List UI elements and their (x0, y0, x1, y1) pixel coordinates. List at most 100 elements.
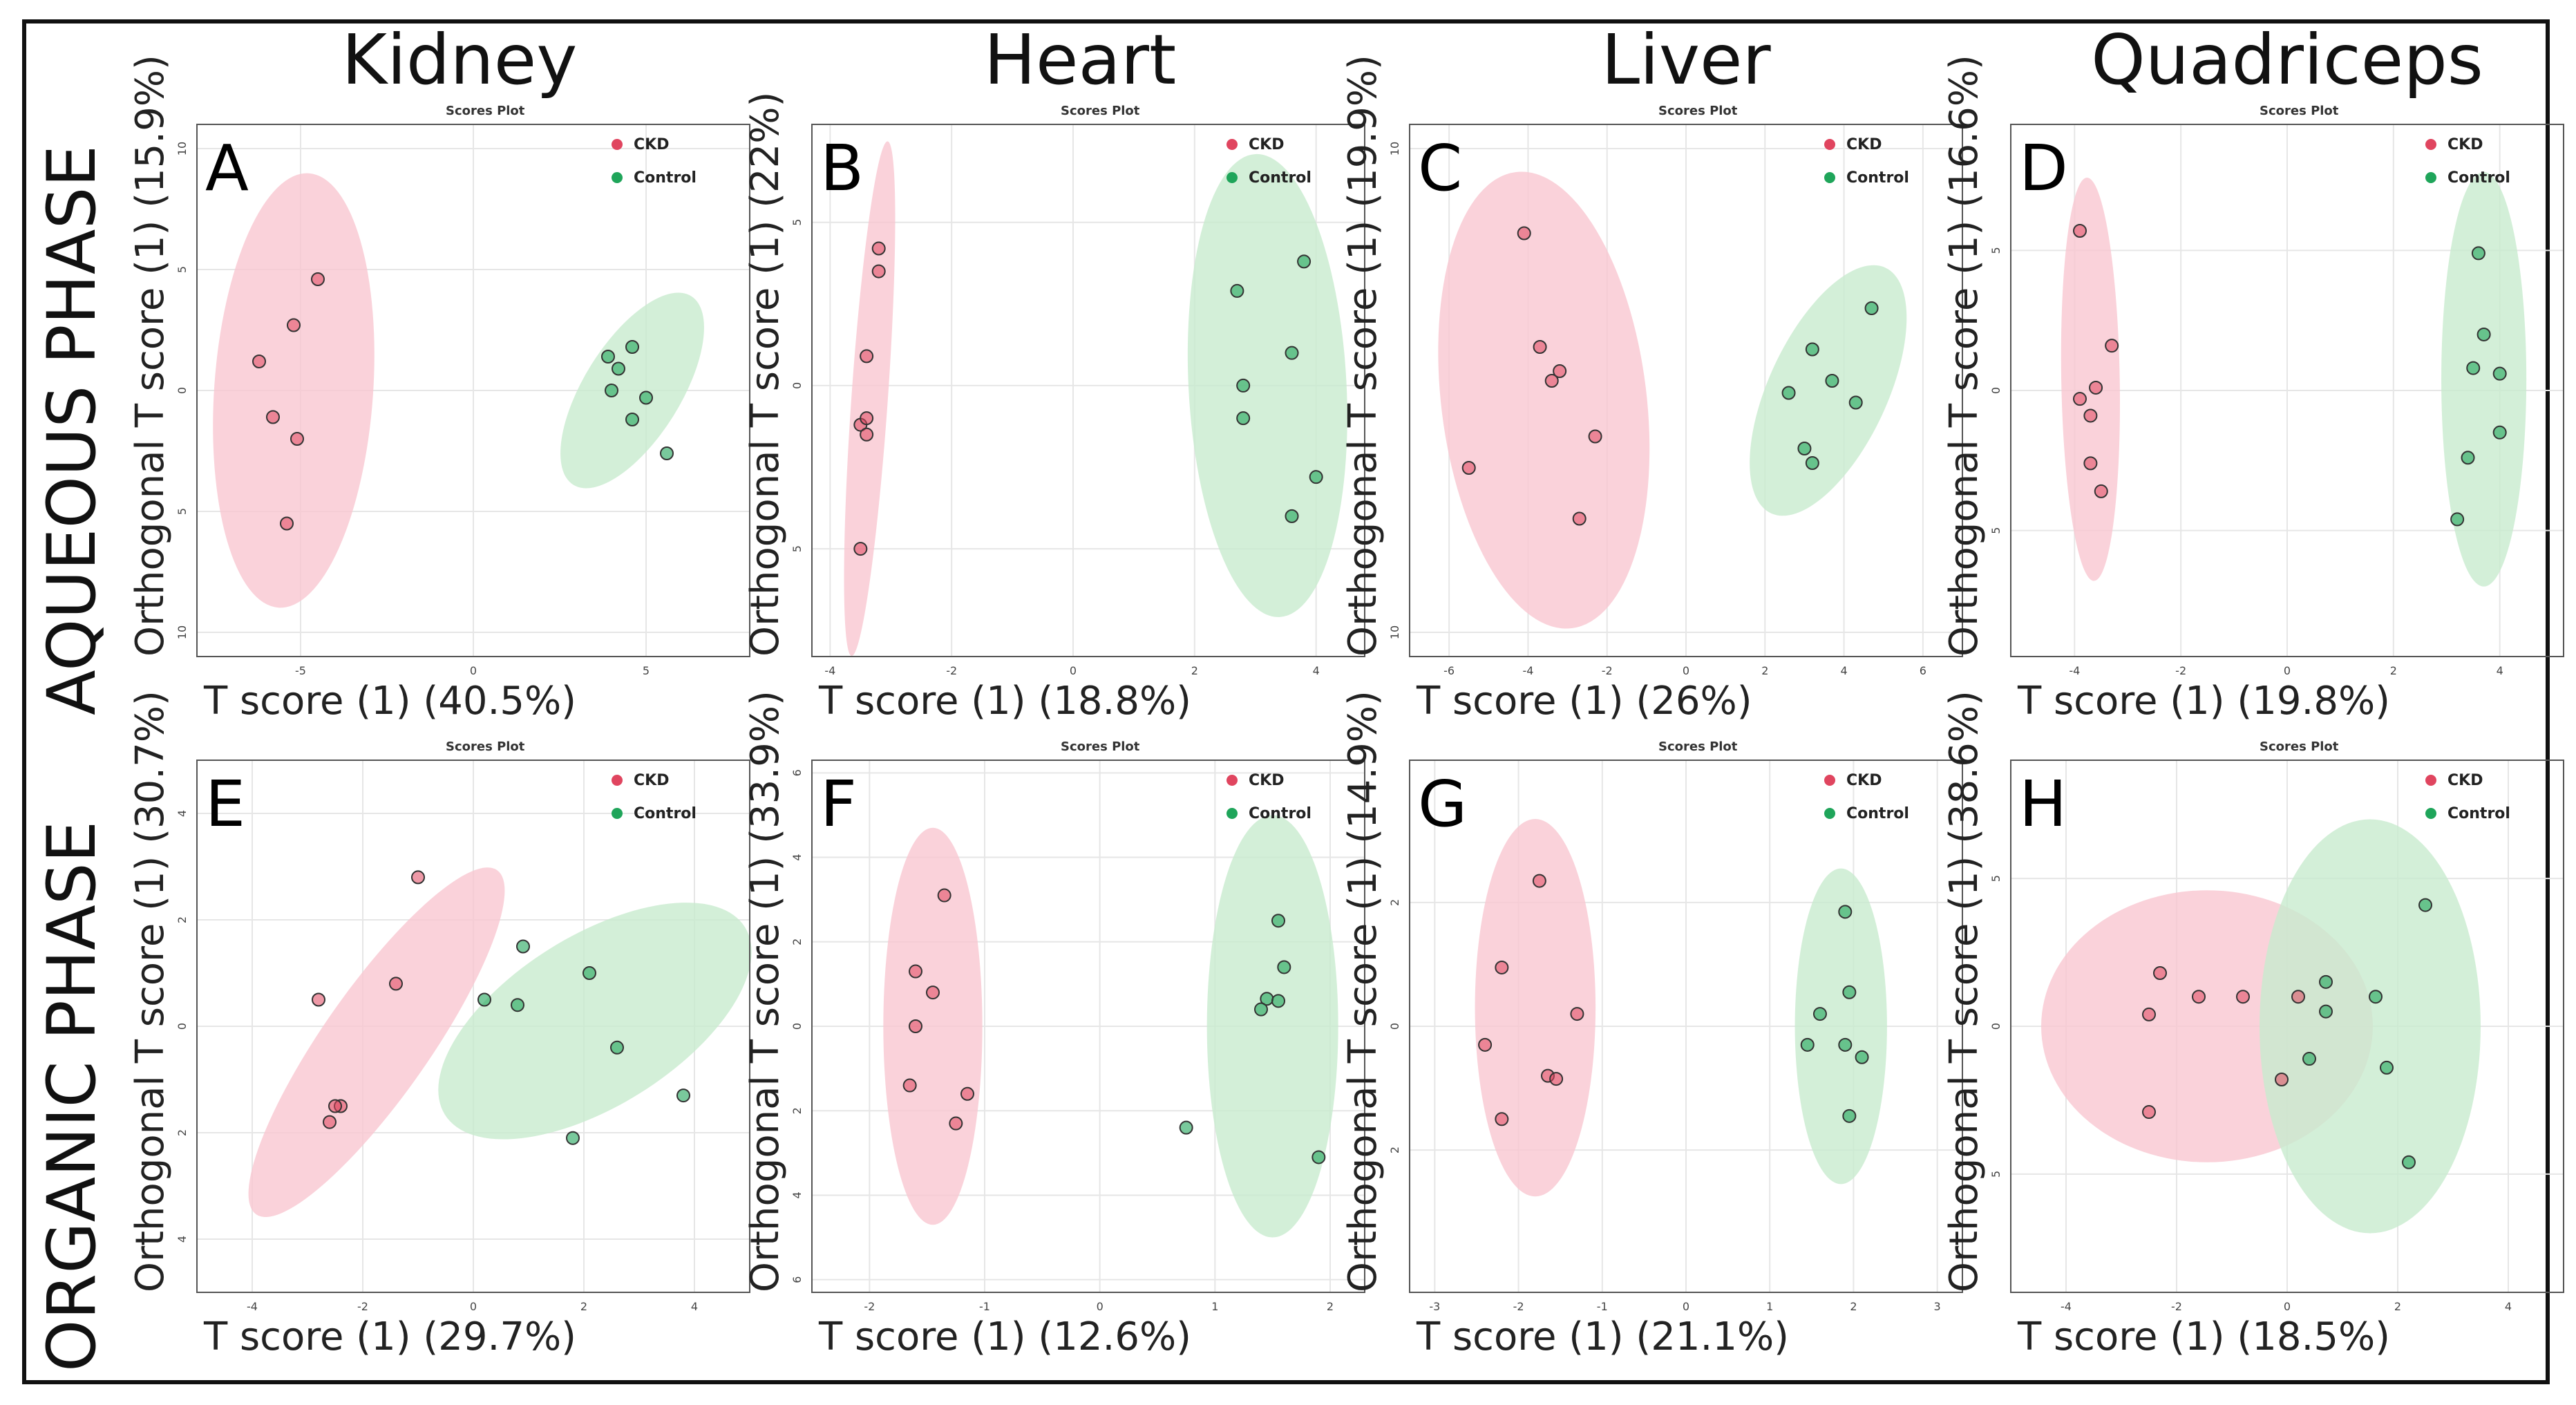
legend-marker-control (612, 808, 623, 819)
y-axis-label: Orthogonal T score (1) (38.6%) (1942, 690, 1987, 1292)
data-point-ckd (323, 1115, 337, 1129)
x-tick-label: 4 (1313, 664, 1320, 677)
data-point-ckd (1588, 429, 1602, 444)
data-point-ckd (949, 1116, 963, 1131)
x-tick-label: -4 (1522, 664, 1533, 677)
data-point-control (2402, 1155, 2416, 1169)
x-tick-label: 6 (1920, 664, 1926, 677)
y-axis-label: Orthogonal T score (1) (15.9%) (128, 55, 173, 657)
data-point-ckd (2236, 990, 2250, 1004)
scores-plot-h: -4 -2 0 2 4 5 0 5 (1989, 760, 2564, 1313)
column-title-heart: Heart (983, 19, 1177, 100)
x-tick-label: 2 (2394, 1300, 2401, 1313)
legend-item-control: Control (1824, 797, 1909, 830)
data-point-control (2380, 1060, 2394, 1075)
data-point-ckd (902, 1078, 917, 1093)
x-tick-label: 1 (1766, 1300, 1773, 1313)
x-tick-label: -3 (1429, 1300, 1440, 1313)
plot-area-border (1409, 760, 1963, 1293)
legend-item-ckd: CKD (1227, 764, 1311, 797)
x-axis-label: T score (1) (29.7%) (204, 1314, 576, 1359)
confidence-ellipse-control (1187, 153, 1347, 617)
confidence-ellipse-control (1750, 265, 1907, 516)
data-point-control (660, 446, 674, 460)
y-tick-label: 5 (790, 219, 804, 226)
plot-title: Scores Plot (1061, 104, 1140, 118)
x-axis-label: T score (1) (18.5%) (2018, 1314, 2390, 1359)
x-axis-label: T score (1) (21.1%) (1417, 1314, 1789, 1359)
data-point-ckd (287, 318, 301, 332)
data-point-ckd (1572, 511, 1587, 526)
panel-letter: B (820, 131, 864, 205)
y-axis-label: Orthogonal T score (1) (22%) (743, 91, 788, 657)
y-tick-label: 0 (176, 1023, 189, 1030)
x-tick-label: 0 (2284, 664, 2291, 677)
panel-letter: H (2019, 767, 2067, 841)
y-axis-label: Orthogonal T score (1) (30.7%) (128, 690, 173, 1292)
legend-marker-ckd (1227, 775, 1238, 786)
plot-title: Scores Plot (1658, 104, 1738, 118)
data-point-ckd (2083, 456, 2098, 471)
legend-label-control: Control (634, 169, 697, 187)
x-tick-label: 4 (2505, 1300, 2512, 1313)
data-point-ckd (1495, 1112, 1509, 1126)
y-tick-label: 2 (176, 916, 189, 923)
data-point-ckd (2192, 990, 2206, 1004)
y-tick-label: 10 (1388, 625, 1401, 639)
data-point-control (583, 966, 596, 980)
y-tick-label: 2 (1388, 1147, 1401, 1153)
row-title-aqueous: AQUEOUS PHASE (33, 144, 111, 715)
data-point-ckd (1532, 874, 1546, 888)
confidence-ellipse-ckd (1475, 819, 1596, 1197)
legend-item-ckd: CKD (612, 764, 697, 797)
legend-item-ckd: CKD (1824, 764, 1909, 797)
y-tick-label: 6 (790, 1276, 804, 1283)
data-point-control (2450, 512, 2465, 527)
plot-area-border (811, 124, 1365, 657)
x-tick-label: 0 (1683, 664, 1689, 677)
confidence-ellipse-ckd (883, 827, 983, 1225)
data-point-ckd (2275, 1073, 2289, 1086)
data-point-control (1864, 301, 1879, 315)
legend-label-ckd: CKD (2447, 135, 2483, 153)
plot-area-border (196, 124, 750, 657)
column-title-liver: Liver (1601, 19, 1771, 100)
x-tick-label: -2 (2171, 1300, 2182, 1313)
data-point-ckd (871, 264, 886, 279)
data-point-ckd (1517, 226, 1531, 241)
y-tick-label: 5 (1989, 527, 2002, 534)
legend-item-control: Control (2425, 161, 2510, 194)
legend-marker-control (612, 172, 623, 183)
y-tick-label: 0 (176, 387, 189, 394)
legend-marker-control (2425, 172, 2436, 183)
x-tick-label: 0 (2284, 1300, 2291, 1313)
data-point-control (1855, 1050, 1869, 1064)
y-tick-label: 5 (790, 545, 804, 552)
legend-label-control: Control (634, 804, 697, 822)
data-point-ckd (960, 1086, 974, 1101)
plot-area-border (811, 760, 1365, 1293)
x-tick-label: -5 (295, 664, 306, 677)
x-tick-label: 2 (1850, 1300, 1857, 1313)
legend-marker-ckd (612, 775, 623, 786)
x-axis-label: T score (1) (40.5%) (204, 679, 576, 724)
x-axis-label: T score (1) (19.8%) (2018, 679, 2390, 724)
data-point-control (676, 1088, 690, 1103)
data-point-control (2319, 1004, 2333, 1019)
data-point-control (625, 413, 639, 426)
x-tick-label: 3 (1934, 1300, 1941, 1313)
data-point-ckd (2142, 1105, 2156, 1120)
legend-item-ckd: CKD (612, 128, 697, 161)
data-point-control (2471, 246, 2485, 261)
data-point-control (1311, 1150, 1326, 1164)
panel-letter: G (1418, 767, 1468, 841)
x-tick-label: 0 (470, 664, 477, 677)
y-tick-label: 5 (176, 266, 189, 273)
data-point-ckd (909, 964, 922, 979)
x-tick-label: 2 (1191, 664, 1198, 677)
data-point-control (610, 1040, 624, 1055)
plot-area-border (2010, 124, 2564, 657)
plot-area-border (2010, 760, 2564, 1293)
data-point-control (2476, 327, 2491, 341)
data-point-ckd (1549, 1072, 1564, 1086)
